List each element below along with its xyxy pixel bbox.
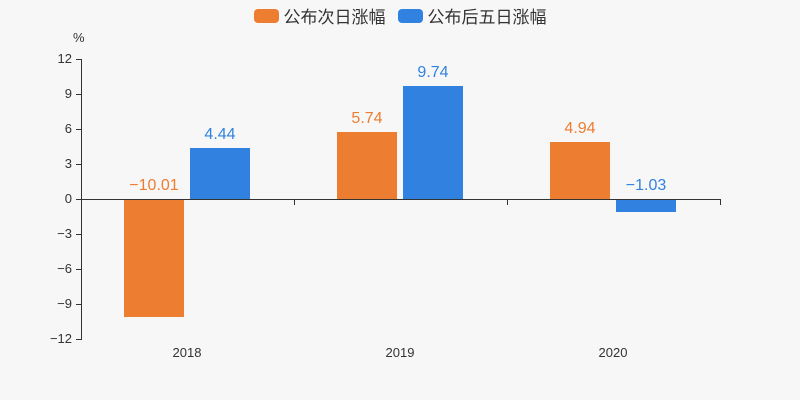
x-tick [507,199,508,205]
y-tick [76,94,81,95]
y-tick-label: 6 [64,121,72,136]
x-tick [81,199,82,205]
y-tick [76,199,81,200]
y-axis-unit: % [73,30,85,45]
y-tick-label: 3 [64,156,72,171]
y-tick-label: −12 [49,331,72,346]
bar-next-day-2019[interactable] [337,132,397,199]
bar-value-label: 9.74 [417,64,449,81]
x-tick-label: 2019 [385,345,415,360]
chart-legend: 公布次日涨幅 公布后五日涨幅 [0,3,800,28]
legend-item-next-day[interactable]: 公布次日涨幅 [253,3,386,28]
y-tick [76,339,81,340]
bar-next-day-2018[interactable] [124,200,184,317]
x-tick [294,199,295,205]
bar-value-label: −1.03 [625,177,667,194]
y-tick [76,304,81,305]
legend-label: 公布次日涨幅 [283,8,386,28]
bar-next-day-2020[interactable] [550,142,610,199]
y-tick [76,129,81,130]
x-tick-label: 2018 [172,345,202,360]
y-tick-label: −3 [57,226,72,241]
y-tick-label: 0 [64,191,72,206]
y-tick [76,59,81,60]
x-tick-label: 2020 [598,345,628,360]
bar-value-label: 4.94 [564,120,596,137]
bar-five-day-2019[interactable] [403,86,463,199]
bar-five-day-2020[interactable] [616,200,676,212]
bar-value-label: −10.01 [129,177,179,194]
y-tick [76,164,81,165]
y-tick [76,234,81,235]
legend-swatch-orange-icon [253,8,279,23]
x-axis-line [81,199,721,200]
legend-item-five-day[interactable]: 公布后五日涨幅 [397,3,547,28]
y-tick-label: −9 [57,296,72,311]
legend-swatch-blue-icon [397,8,423,23]
legend-label: 公布后五日涨幅 [427,8,547,28]
bar-five-day-2018[interactable] [190,148,250,199]
bar-value-label: 5.74 [351,110,383,127]
bar-value-label: 4.44 [204,126,236,143]
y-tick-label: 12 [57,51,72,66]
y-tick-label: −6 [57,261,72,276]
y-tick-label: 9 [64,86,72,101]
y-tick [76,269,81,270]
x-tick [720,199,721,205]
